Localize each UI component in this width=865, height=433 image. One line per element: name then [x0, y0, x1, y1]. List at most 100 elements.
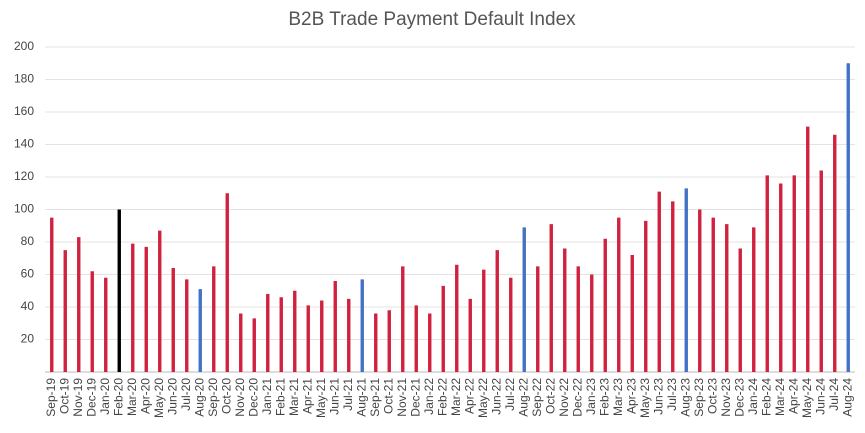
bar — [846, 63, 850, 372]
x-tick-label: Dec-20 — [246, 378, 260, 417]
bar — [671, 201, 675, 372]
x-tick-label: Jun-24 — [813, 378, 827, 415]
x-tick-label: Feb-24 — [759, 378, 773, 416]
bar — [657, 191, 661, 372]
bar — [522, 227, 526, 372]
bar — [77, 237, 81, 372]
bar — [752, 227, 756, 372]
bar — [387, 310, 391, 372]
bar — [414, 305, 418, 372]
x-tick-label: Mar-23 — [611, 378, 625, 416]
bar — [684, 188, 688, 372]
bar — [185, 279, 189, 372]
bar — [239, 313, 243, 372]
bar — [374, 313, 378, 372]
x-tick-label: Mar-22 — [449, 378, 463, 416]
x-tick-label: Feb-22 — [435, 378, 449, 416]
y-tick-label: 40 — [21, 299, 35, 313]
x-tick-label: Nov-19 — [71, 378, 85, 417]
bar — [104, 277, 108, 372]
bar — [563, 248, 567, 372]
bar — [576, 266, 580, 372]
x-tick-label: Jul-22 — [503, 378, 517, 411]
bar — [63, 250, 67, 372]
bar — [468, 298, 472, 372]
x-tick-label: Sep-19 — [44, 378, 58, 417]
x-tick-label: Mar-24 — [773, 378, 787, 416]
x-tick-label: May-23 — [638, 378, 652, 418]
x-tick-label: Oct-22 — [543, 378, 557, 414]
bar — [360, 279, 364, 372]
y-tick-label: 100 — [14, 202, 34, 216]
x-tick-label: Aug-22 — [516, 378, 530, 417]
y-tick-label: 60 — [21, 267, 35, 281]
x-tick-label: Aug-24 — [840, 378, 854, 417]
x-tick-label: Apr-20 — [138, 378, 152, 414]
bar — [320, 300, 324, 372]
x-tick-label: Dec-22 — [570, 378, 584, 417]
x-tick-label: Jul-23 — [665, 378, 679, 411]
bar — [590, 274, 594, 372]
bar — [698, 209, 702, 372]
bar — [144, 246, 148, 372]
x-tick-label: Jan-24 — [746, 378, 760, 415]
y-tick-label: 80 — [21, 234, 35, 248]
x-tick-label: Oct-20 — [219, 378, 233, 414]
x-tick-label: Feb-20 — [111, 378, 125, 416]
x-tick-label: Jun-21 — [327, 378, 341, 415]
x-tick-label: Sep-21 — [368, 378, 382, 417]
bar — [792, 175, 796, 372]
bar — [711, 217, 715, 372]
x-tick-label: Jul-21 — [341, 378, 355, 411]
chart-title: B2B Trade Payment Default Index — [288, 9, 576, 30]
x-tick-label: Sep-22 — [530, 378, 544, 417]
bar — [806, 126, 810, 372]
bar — [252, 318, 256, 372]
bar — [90, 271, 94, 372]
x-tick-label: Apr-23 — [624, 378, 638, 414]
x-tick-label: Nov-21 — [395, 378, 409, 417]
x-tick-label: Dec-23 — [732, 378, 746, 417]
bar — [131, 243, 135, 372]
bar — [198, 289, 202, 372]
x-tick-label: Oct-19 — [57, 378, 71, 414]
bar — [644, 220, 648, 372]
bar — [50, 217, 54, 372]
x-tick-label: Jan-22 — [422, 378, 436, 415]
bar — [441, 285, 445, 372]
x-tick-label: May-24 — [800, 378, 814, 418]
bar — [347, 298, 351, 372]
y-tick-label: 200 — [14, 39, 34, 53]
x-tick-label: Jan-23 — [584, 378, 598, 415]
bar — [549, 224, 553, 372]
bar — [482, 269, 486, 372]
x-tick-label: Dec-21 — [408, 378, 422, 417]
bar — [765, 175, 769, 372]
bar — [833, 134, 837, 372]
bar — [171, 268, 175, 372]
bar — [455, 264, 459, 372]
x-tick-label: Nov-22 — [557, 378, 571, 417]
x-tick-label: Jun-22 — [489, 378, 503, 415]
bar — [779, 183, 783, 372]
x-tick-label: Aug-21 — [354, 378, 368, 417]
x-tick-label: Mar-21 — [287, 378, 301, 416]
x-tick-label: Nov-20 — [233, 378, 247, 417]
bar — [293, 290, 297, 372]
x-tick-label: May-21 — [314, 378, 328, 418]
x-tick-label: Apr-21 — [300, 378, 314, 414]
x-tick-label: May-20 — [152, 378, 166, 418]
bar — [536, 266, 540, 372]
x-tick-label: Feb-23 — [597, 378, 611, 416]
bar — [266, 294, 270, 372]
x-tick-label: Apr-22 — [462, 378, 476, 414]
bar — [117, 209, 121, 372]
x-tick-label: Aug-20 — [192, 378, 206, 417]
bar — [333, 281, 337, 372]
bar — [279, 297, 283, 372]
x-tick-label: May-22 — [476, 378, 490, 418]
bar — [401, 266, 405, 372]
x-tick-label: Feb-21 — [273, 378, 287, 416]
bar — [603, 238, 607, 372]
bar — [738, 248, 742, 372]
